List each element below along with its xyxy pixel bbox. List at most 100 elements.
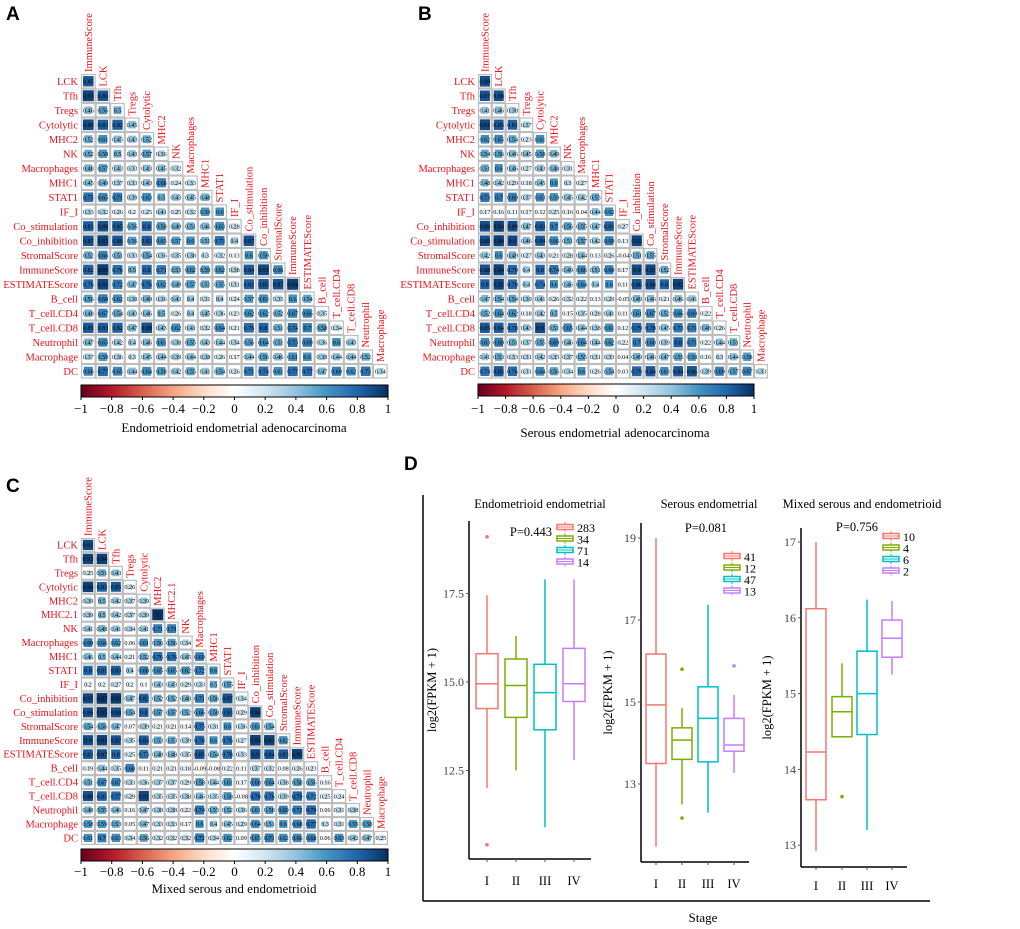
heatmap-cell: 0.4 <box>124 334 140 350</box>
cell-value: 0.5 <box>210 682 218 689</box>
cell-fill <box>302 308 312 318</box>
row-label: STAT1 <box>49 666 79 677</box>
heatmap-cell: 0.1 <box>136 677 151 692</box>
cell-fill <box>591 222 599 231</box>
cell-fill <box>742 366 752 376</box>
cell-value: 0.75 <box>83 194 94 201</box>
heatmap-cell: 0.87 <box>108 733 123 748</box>
x-tick-label: I <box>485 874 489 888</box>
cell-fill <box>646 295 655 303</box>
cell-value: 0.85 <box>479 325 490 332</box>
cell-value: 0.44 <box>576 252 587 259</box>
cell-value: 0.43 <box>535 252 546 259</box>
cell-fill <box>318 353 326 361</box>
cell-value: 0.59 <box>97 821 108 828</box>
cell-fill <box>142 309 151 317</box>
cell-value: 0.61 <box>156 339 167 346</box>
cell-fill <box>230 237 238 245</box>
cell-value: 0.46 <box>141 310 152 317</box>
outlier-point <box>485 843 489 847</box>
heatmap-cell: 0.6 <box>299 349 315 365</box>
heatmap-cell: 0.5 <box>153 189 169 205</box>
cell-fill <box>98 352 108 361</box>
heatmap-cell: 0.81 <box>602 218 617 234</box>
cell-value: 0.89 <box>507 223 518 230</box>
cell-value: 0.49 <box>141 296 152 303</box>
cell-value: 0.33 <box>152 821 163 828</box>
cell-fill <box>98 569 106 577</box>
cell-fill <box>347 338 355 346</box>
heatmap-cell: 0.31 <box>226 276 242 292</box>
cell-fill <box>620 354 625 359</box>
heatmap-cell: 0.38 <box>168 334 184 350</box>
cell-value: 0.16 <box>124 807 135 814</box>
cell-fill <box>186 280 195 289</box>
cell-value: 0.06 <box>124 640 135 647</box>
cell-fill <box>171 323 181 333</box>
heatmap-cell: 0.39 <box>124 189 140 205</box>
colorbar-tick-label: 0.6 <box>318 401 335 416</box>
cell-value: 0.42 <box>110 612 121 619</box>
cell-fill <box>347 353 355 361</box>
cell-value: 0.25 <box>170 209 181 216</box>
heatmap-cell: 0.33 <box>192 677 207 692</box>
cell-value: 0.33 <box>507 354 518 361</box>
cell-fill <box>112 221 123 232</box>
cell-value: 0.6 <box>289 296 297 303</box>
heatmap-cell: 0.51 <box>629 247 644 263</box>
cell-value: 0.42 <box>479 252 490 259</box>
cell-value: 0.17 <box>180 821 191 828</box>
cell-value: 0.37 <box>166 779 177 786</box>
heatmap-cell: 0.34 <box>226 334 242 350</box>
heatmap-cell: 0.34 <box>329 320 344 336</box>
cell-value: 0.46 <box>507 151 518 158</box>
cell-fill <box>592 310 599 317</box>
heatmap-cell: 0.24 <box>226 291 242 307</box>
cell-fill <box>244 366 254 376</box>
cell-fill <box>646 337 655 347</box>
cell-fill <box>156 236 166 246</box>
cell-fill <box>128 165 136 172</box>
cell-value: 0.09 <box>236 835 247 842</box>
heatmap-cell: 0.64 <box>574 276 589 292</box>
cell-value: 0.4 <box>126 668 134 675</box>
heatmap-cell: 0.5 <box>546 305 561 321</box>
cell-fill <box>230 266 238 274</box>
heatmap-cell: 0.32 <box>168 160 184 176</box>
row-label: NK <box>460 149 476 160</box>
cell-value: 0.21 <box>166 724 177 731</box>
heatmap-cell: 0.43 <box>108 565 123 580</box>
cell-value: 0.55 <box>185 368 196 375</box>
heatmap-cell: 0.33 <box>80 204 96 220</box>
heatmap-cell: 0.93 <box>94 733 109 748</box>
cell-fill <box>564 265 572 274</box>
heatmap-cell: 0.54 <box>505 131 520 147</box>
cell-value: 0.84 <box>645 368 656 375</box>
heatmap-cell: 0.29 <box>234 705 249 720</box>
y-tick-label: 14 <box>784 762 796 776</box>
cell-fill <box>171 236 181 245</box>
heatmap-cell: 0.08 <box>276 761 291 776</box>
cell-value: 0.86 <box>83 710 94 717</box>
heatmap-cell: 0.52 <box>136 649 151 664</box>
cell-fill <box>245 353 253 361</box>
cell-fill <box>142 338 151 346</box>
cell-value: 0.46 <box>141 339 152 346</box>
heatmap-cell: 0.47 <box>124 320 140 336</box>
x-tick-label: IV <box>727 877 740 891</box>
cell-fill <box>287 337 298 347</box>
cell-fill <box>128 150 136 158</box>
cell-fill <box>564 252 571 259</box>
heatmap-cell: 0.74 <box>546 262 561 278</box>
cell-fill <box>578 295 585 302</box>
cell-fill <box>493 322 504 333</box>
cell-value: 0.81 <box>243 281 254 288</box>
cell-value: 0.91 <box>83 542 94 549</box>
heatmap-cell: 0.6 <box>206 733 221 748</box>
heatmap-cell: 0.71 <box>164 621 179 636</box>
cell-fill <box>83 366 93 376</box>
cell-value: 0.72 <box>194 835 205 842</box>
heatmap-cell: 0.61 <box>285 349 301 365</box>
heatmap-cell: 0.38 <box>276 775 291 790</box>
cell-fill <box>82 90 94 102</box>
